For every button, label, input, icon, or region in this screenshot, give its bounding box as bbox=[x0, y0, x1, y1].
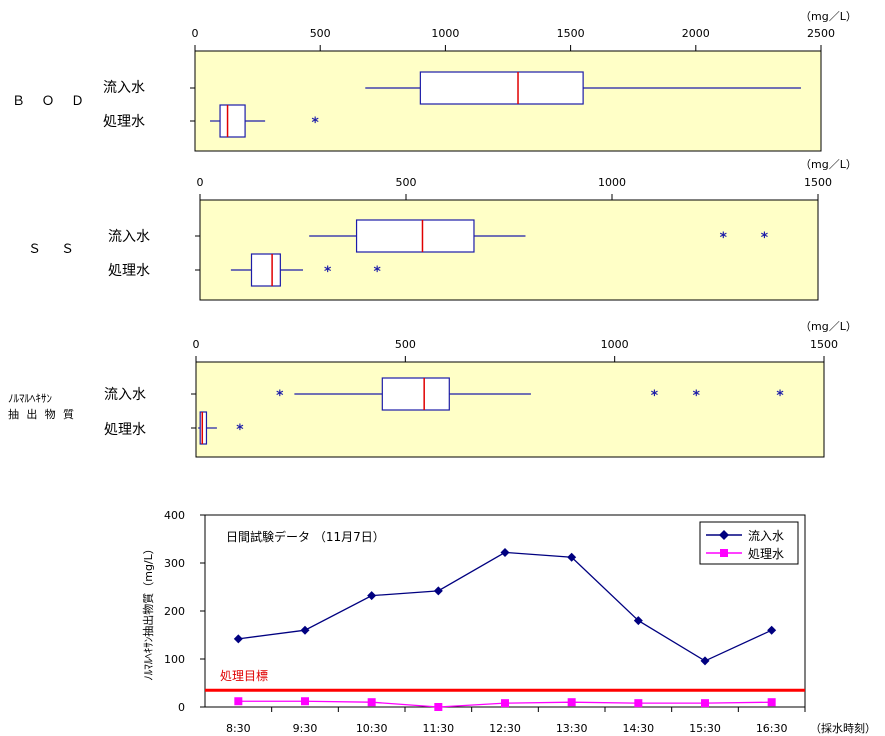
x-tick-label: 500 bbox=[395, 338, 416, 351]
data-point-treated bbox=[367, 698, 376, 707]
x-tick-label: 15:30 bbox=[689, 722, 721, 735]
x-tick-label: 0 bbox=[192, 27, 199, 40]
legend-marker-inflow bbox=[719, 530, 729, 540]
y-tick-label: 400 bbox=[164, 509, 185, 522]
box-row-label: 流入水 bbox=[103, 80, 145, 96]
box-iqr bbox=[419, 71, 584, 105]
x-tick-label: 16:30 bbox=[756, 722, 788, 735]
box-group-label: ﾉﾙﾏﾙﾍｷｻﾝ bbox=[8, 392, 52, 405]
data-point-inflow bbox=[767, 625, 777, 635]
data-point-treated bbox=[234, 697, 243, 706]
legend: 流入水 処理水 bbox=[699, 521, 799, 565]
data-point-inflow bbox=[367, 591, 377, 601]
outlier-marker: * bbox=[651, 388, 659, 404]
x-tick-label: 13:30 bbox=[556, 722, 588, 735]
data-point-inflow bbox=[433, 586, 443, 596]
x-tick-label: 500 bbox=[396, 176, 417, 189]
box-unit-label: （mg／L） bbox=[800, 320, 857, 333]
x-tick-label: 8:30 bbox=[226, 722, 251, 735]
box-panel-nhexane: （mg／L） ﾉﾙﾏﾙﾍｷｻﾝ 抽 出 物 質 流入水 処理水 0 500 1000… bbox=[8, 320, 857, 458]
data-point-treated bbox=[701, 699, 709, 708]
box-row-label: 流入水 bbox=[108, 229, 150, 245]
box-iqr bbox=[199, 411, 208, 445]
line-chart: 日間試験データ （11月7日） ﾉﾙﾏﾙﾍｷｻﾝ抽出物質（mg/L） （採水時刻… bbox=[141, 509, 876, 735]
data-point-treated bbox=[767, 698, 776, 707]
line-chart-ylabel: ﾉﾙﾏﾙﾍｷｻﾝ抽出物質（mg/L） bbox=[141, 543, 155, 681]
legend-marker-treated bbox=[720, 549, 728, 557]
box-plot-area bbox=[195, 361, 825, 458]
data-point-inflow bbox=[233, 634, 243, 644]
outlier-marker: * bbox=[236, 422, 244, 438]
data-point-inflow bbox=[300, 625, 310, 635]
box-row-label: 処理水 bbox=[103, 114, 145, 130]
box-group-label: 抽 出 物 質 bbox=[8, 407, 74, 421]
outlier-marker: * bbox=[693, 388, 701, 404]
x-tick-label: 500 bbox=[310, 27, 331, 40]
outlier-marker: * bbox=[720, 230, 728, 246]
x-tick-label: 1500 bbox=[810, 338, 838, 351]
x-tick-label: 1000 bbox=[431, 27, 459, 40]
legend-box bbox=[699, 521, 799, 565]
outlier-marker: * bbox=[373, 264, 381, 280]
box-row-label: 流入水 bbox=[104, 387, 146, 403]
x-tick-label: 11:30 bbox=[422, 722, 454, 735]
box-iqr bbox=[381, 377, 450, 411]
box-row-label: 処理水 bbox=[108, 263, 150, 279]
y-tick-label: 100 bbox=[164, 653, 185, 666]
box-plot-area bbox=[199, 199, 819, 301]
data-point-treated bbox=[501, 699, 509, 708]
box-group-label: Ｂ Ｏ Ｄ bbox=[12, 94, 84, 109]
x-tick-label: 2000 bbox=[682, 27, 710, 40]
outlier-marker: * bbox=[312, 115, 320, 131]
x-tick-label: 12:30 bbox=[489, 722, 521, 735]
data-point-inflow bbox=[633, 616, 643, 626]
box-panel-bod: （mg／L） Ｂ Ｏ Ｄ 流入水 処理水 0 500 1000 1500 2000 250… bbox=[12, 10, 857, 152]
line-chart-title: 日間試験データ （11月7日） bbox=[226, 529, 385, 544]
target-label: 処理目標 bbox=[220, 669, 268, 683]
box-unit-label: （mg／L） bbox=[800, 158, 857, 171]
legend-label: 処理水 bbox=[748, 547, 784, 561]
data-point-treated bbox=[634, 699, 643, 708]
box-group-label: Ｓ Ｓ bbox=[28, 242, 74, 257]
y-tick-label: 200 bbox=[164, 605, 185, 618]
outlier-marker: * bbox=[761, 230, 769, 246]
y-tick-label: 0 bbox=[178, 701, 185, 714]
y-tick-label: 300 bbox=[164, 557, 185, 570]
box-iqr bbox=[355, 219, 475, 253]
x-tick-label: 1500 bbox=[557, 27, 585, 40]
data-point-inflow bbox=[700, 656, 710, 666]
box-unit-label: （mg／L） bbox=[800, 10, 857, 23]
x-tick-label: 0 bbox=[197, 176, 204, 189]
box-iqr bbox=[219, 104, 246, 138]
x-tick-label: 0 bbox=[193, 338, 200, 351]
x-tick-label: 14:30 bbox=[622, 722, 654, 735]
outlier-marker: * bbox=[276, 388, 284, 404]
x-tick-label: 1500 bbox=[804, 176, 832, 189]
x-tick-label: 9:30 bbox=[293, 722, 318, 735]
data-point-inflow bbox=[500, 547, 510, 557]
x-tick-label: 10:30 bbox=[356, 722, 388, 735]
outlier-marker: * bbox=[776, 388, 784, 404]
x-tick-label: 2500 bbox=[807, 27, 835, 40]
box-row-label: 処理水 bbox=[104, 422, 146, 438]
x-tick-label: 1000 bbox=[601, 338, 629, 351]
x-tick-label: 1000 bbox=[598, 176, 626, 189]
box-panel-ss: （mg／L） Ｓ Ｓ 流入水 処理水 0 500 1000 1500 * * * * bbox=[28, 158, 857, 301]
outlier-marker: * bbox=[324, 264, 332, 280]
data-point-treated bbox=[301, 697, 309, 706]
line-chart-xlabel: （採水時刻） bbox=[810, 721, 876, 735]
box-iqr bbox=[250, 253, 281, 287]
data-point-inflow bbox=[567, 552, 577, 562]
data-point-treated bbox=[567, 698, 576, 707]
data-point-treated bbox=[434, 703, 443, 711]
legend-label: 流入水 bbox=[748, 529, 784, 543]
